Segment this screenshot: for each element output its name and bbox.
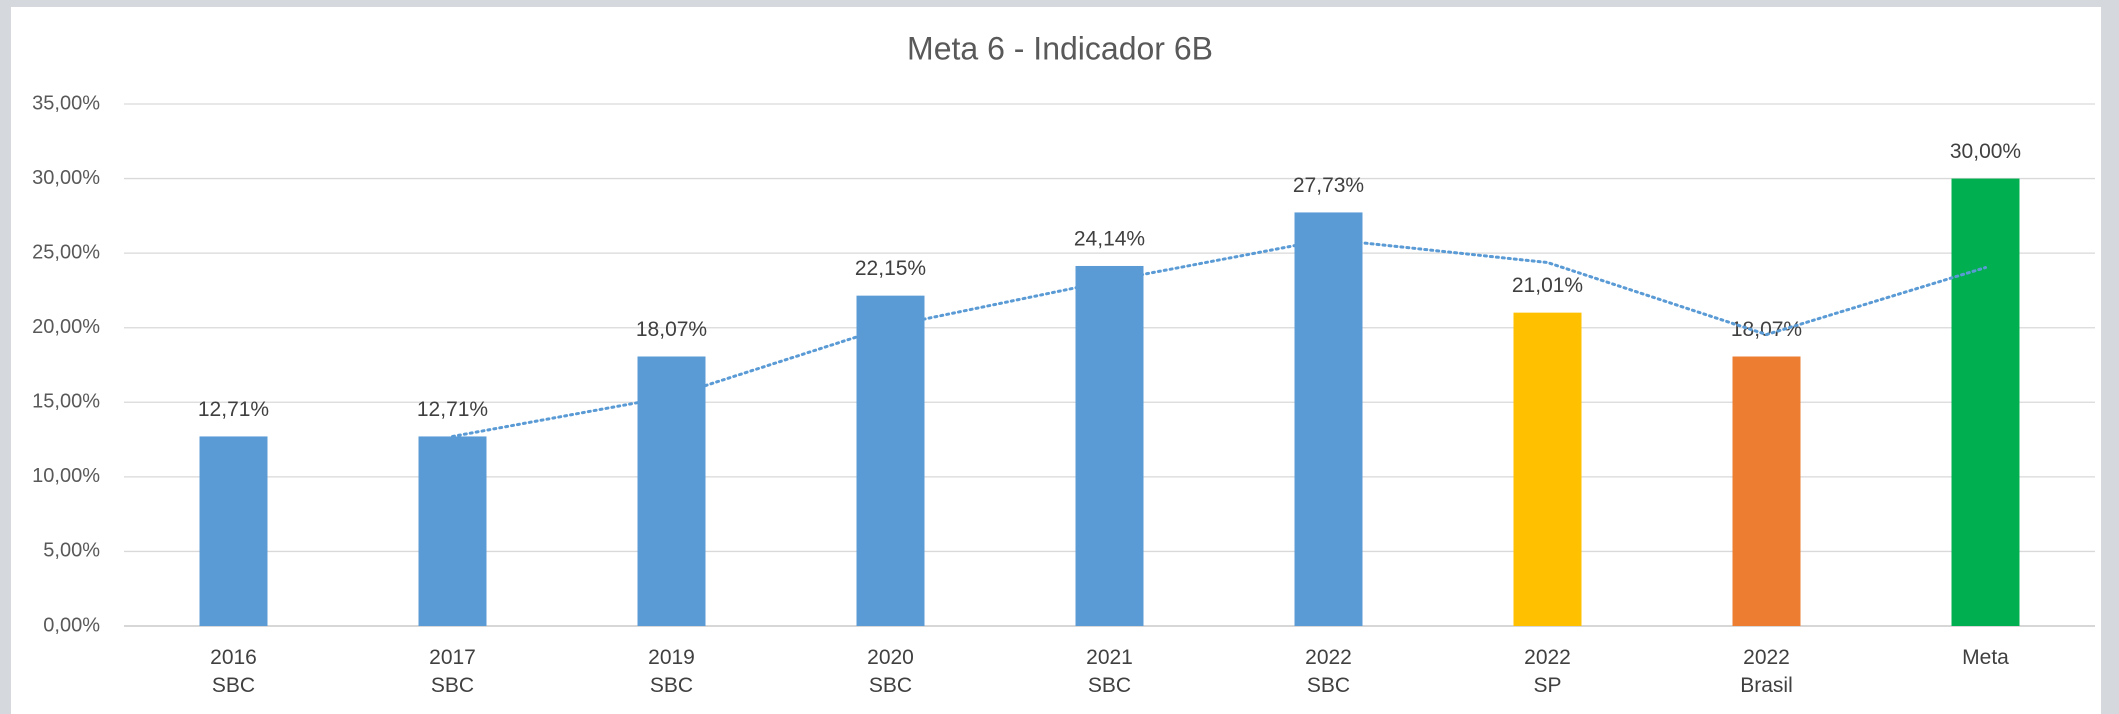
- x-tick-label: 2017 SBC: [429, 646, 476, 697]
- bar: [1951, 178, 2020, 627]
- y-tick-label: 30,00%: [32, 167, 100, 189]
- bar: [1732, 356, 1801, 626]
- x-tick-label: 2019 SBC: [648, 646, 695, 697]
- bar: [199, 436, 268, 626]
- x-tick-label: 2016 SBC: [210, 646, 257, 697]
- x-tick-label: 2021 SBC: [1086, 646, 1133, 697]
- data-label: 30,00%: [1950, 140, 2021, 163]
- x-tick-label: 2022 Brasil: [1740, 646, 1793, 697]
- data-label: 27,73%: [1293, 174, 1364, 197]
- x-tick-label: 2020 SBC: [867, 646, 914, 697]
- y-tick-label: 25,00%: [32, 241, 100, 263]
- x-tick-label: Meta: [1962, 646, 2009, 669]
- y-tick-label: 20,00%: [32, 316, 100, 338]
- data-label: 18,07%: [1731, 318, 1802, 341]
- data-label: 22,15%: [855, 257, 926, 280]
- y-tick-label: 0,00%: [43, 614, 100, 636]
- data-label: 21,01%: [1512, 274, 1583, 297]
- trendline: [451, 237, 1987, 438]
- data-label: 24,14%: [1074, 228, 1145, 251]
- data-label: 12,71%: [417, 398, 488, 421]
- y-tick-label: 10,00%: [32, 465, 100, 487]
- chart-title: Meta 6 - Indicador 6B: [907, 30, 1213, 66]
- bar: [418, 436, 487, 626]
- data-label: 18,07%: [636, 318, 707, 341]
- bar: [1075, 265, 1144, 626]
- y-tick-label: 35,00%: [32, 92, 100, 114]
- x-tick-label: 2022 SBC: [1305, 646, 1352, 697]
- x-tick-label: 2022 SP: [1524, 646, 1571, 697]
- bar: [1294, 212, 1363, 626]
- y-tick-label: 15,00%: [32, 391, 100, 413]
- data-label: 12,71%: [198, 398, 269, 421]
- y-tick-label: 5,00%: [43, 540, 100, 562]
- bar: [1513, 312, 1582, 626]
- bar: [856, 295, 925, 626]
